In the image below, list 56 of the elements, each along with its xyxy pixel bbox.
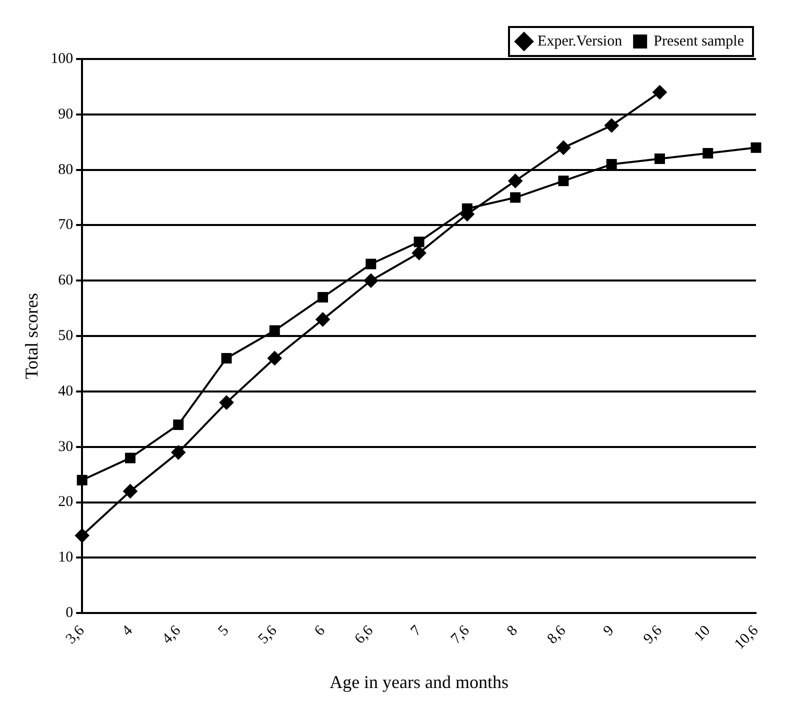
x-tick-label: 4,6 <box>159 622 184 648</box>
x-tick-label: 10 <box>692 622 714 645</box>
point <box>654 154 665 164</box>
y-tick-label: 60 <box>58 272 74 289</box>
point <box>412 246 426 260</box>
x-tick-label: 7,6 <box>448 622 474 648</box>
x-tick-label: 9,6 <box>640 622 666 648</box>
x-tick-label: 8,6 <box>544 622 570 648</box>
x-axis-title: Age in years and months <box>330 672 509 692</box>
y-tick-label: 90 <box>58 106 74 122</box>
y-tick-label: 10 <box>58 550 74 566</box>
point <box>606 159 617 170</box>
point <box>366 258 376 270</box>
point <box>268 351 282 366</box>
y-axis-title: Total scores <box>22 292 42 380</box>
x-tick-label: 6,6 <box>352 622 377 648</box>
y-tick-label: 30 <box>58 438 74 455</box>
y-tick-label: 40 <box>58 383 74 400</box>
x-tick-label: 6 <box>312 622 329 640</box>
x-tick-label: 5,6 <box>256 622 281 648</box>
point <box>221 352 232 364</box>
point <box>652 85 667 100</box>
legend-label: Exper.Version <box>538 33 623 50</box>
y-tick-label: 70 <box>58 217 74 234</box>
point <box>510 192 521 203</box>
y-tick-label: 80 <box>58 162 74 178</box>
legend-label: Present sample <box>654 33 744 50</box>
point <box>556 140 570 155</box>
x-tick-label: 8 <box>504 622 521 640</box>
point <box>269 325 280 336</box>
point <box>364 274 378 288</box>
x-tick-label: 9 <box>600 622 618 640</box>
point <box>318 292 328 303</box>
point <box>316 312 330 326</box>
x-tick-label: 7 <box>408 622 426 640</box>
y-tick-label: 0 <box>66 605 74 622</box>
point <box>76 474 88 486</box>
y-tick-label: 50 <box>58 328 74 344</box>
point <box>508 174 522 188</box>
x-tick-label: 3,6 <box>63 622 88 648</box>
point <box>220 396 234 410</box>
point <box>124 452 136 464</box>
point <box>414 236 424 248</box>
point <box>173 419 184 430</box>
point <box>558 176 569 186</box>
point <box>171 445 186 460</box>
x-tick-label: 10,6 <box>732 622 762 653</box>
point <box>702 148 714 158</box>
point <box>123 484 138 498</box>
y-tick-label: 20 <box>58 494 74 510</box>
point <box>75 528 90 543</box>
point <box>750 142 762 153</box>
x-tick-label: 4 <box>119 622 136 640</box>
point <box>604 118 619 132</box>
y-tick-label: 100 <box>50 50 74 67</box>
x-tick-label: 5 <box>216 622 232 640</box>
